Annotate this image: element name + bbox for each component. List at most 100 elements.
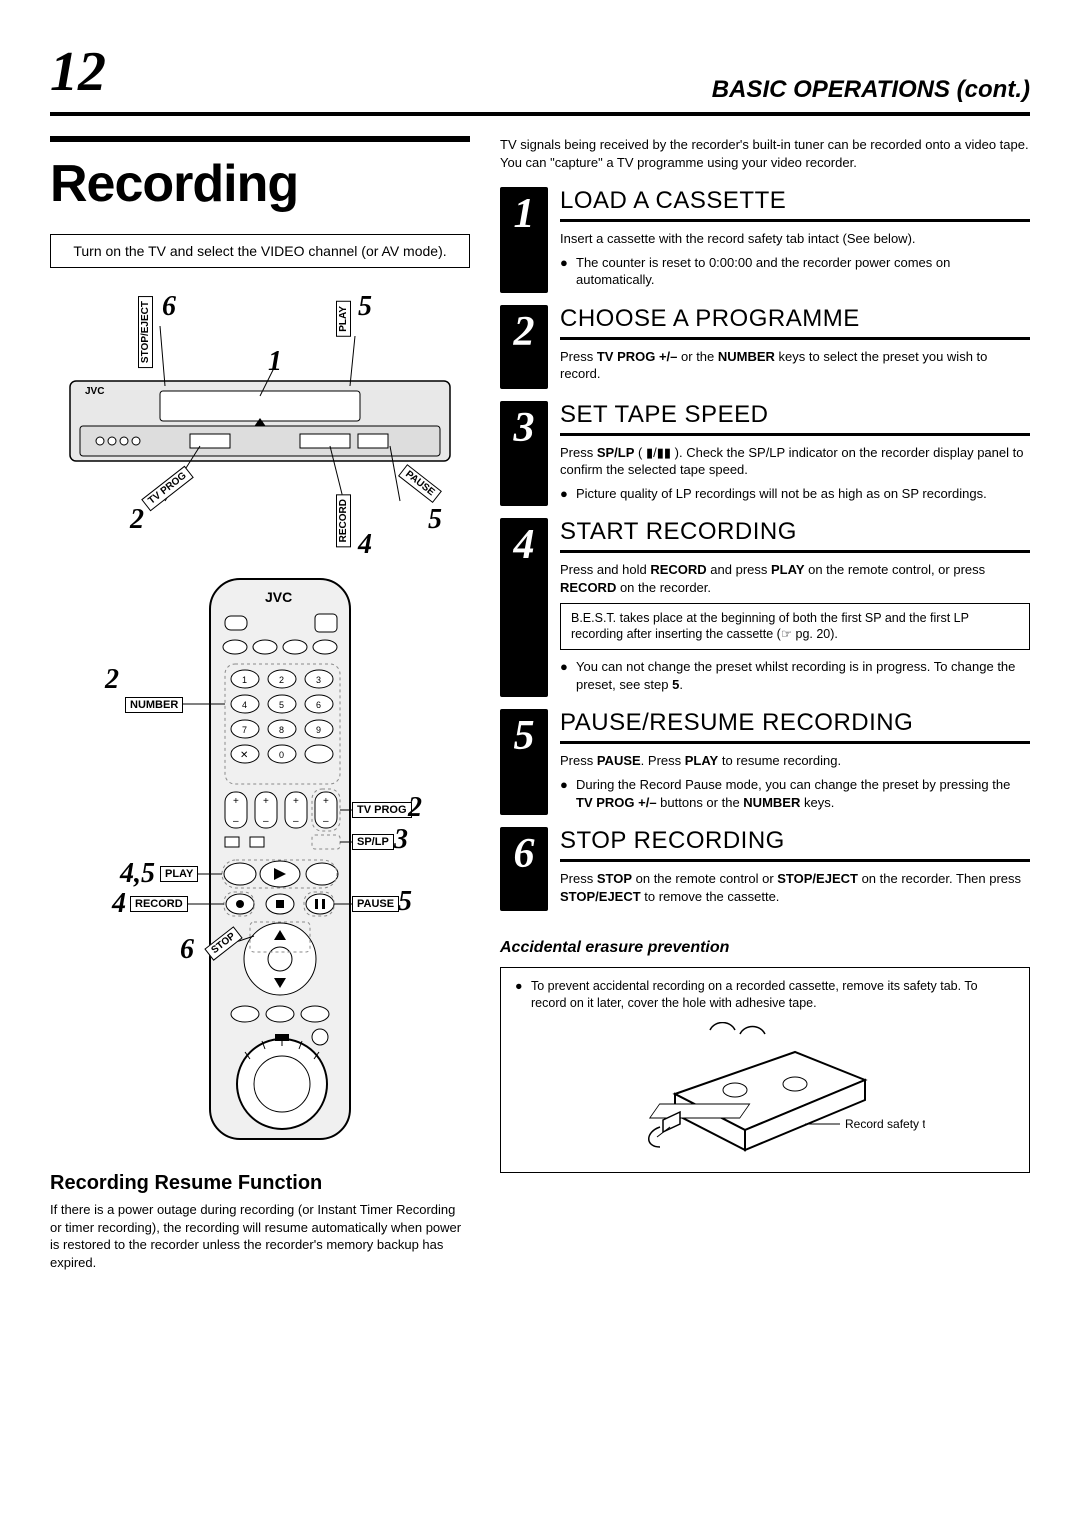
step-text: Press PAUSE. Press PLAY to resume record… [560, 752, 1030, 770]
page-header: 12 BASIC OPERATIONS (cont.) [50, 40, 1030, 104]
svg-text:3: 3 [316, 675, 321, 685]
bullet-icon: ● [560, 254, 576, 289]
step-title-rule [560, 859, 1030, 862]
step-body: LOAD A CASSETTEInsert a cassette with th… [560, 187, 1030, 293]
step-num-col: 3 [500, 401, 548, 507]
record-label: RECORD [336, 494, 351, 547]
svg-text:+: + [233, 796, 239, 807]
title-rule [50, 136, 470, 142]
svg-text:Record safety tab: Record safety tab [845, 1117, 925, 1131]
bullet-icon: ● [560, 485, 576, 503]
step-num-col: 4 [500, 518, 548, 697]
two-column-layout: Recording Turn on the TV and select the … [50, 136, 1030, 1271]
svg-text:6: 6 [316, 700, 321, 710]
remote-svg: JVC 1 2 3 4 5 6 [50, 574, 470, 1154]
svg-text:+: + [323, 796, 329, 807]
steps-container: 1 LOAD A CASSETTEInsert a cassette with t… [500, 187, 1030, 911]
callout-r4: 4 [112, 888, 126, 920]
step-title: START RECORDING [560, 518, 1030, 546]
step-text: Press SP/LP ( ▮/▮▮ ). Check the SP/LP in… [560, 444, 1030, 479]
stop-eject-label: STOP/EJECT [138, 296, 153, 368]
step-2: 2CHOOSE A PROGRAMMEPress TV PROG +/– or … [500, 305, 1030, 389]
bullet-text: You can not change the preset whilst rec… [576, 658, 1030, 693]
step-title-rule [560, 337, 1030, 340]
intro-para: TV signals being received by the recorde… [500, 136, 1030, 171]
step-note: B.E.S.T. takes place at the beginning of… [560, 603, 1030, 651]
record-label-r: RECORD [130, 896, 188, 912]
bullet-icon: ● [560, 776, 576, 811]
number-label: NUMBER [125, 697, 183, 713]
page-number: 12 [50, 40, 106, 104]
tv-instruction-box: Turn on the TV and select the VIDEO chan… [50, 234, 470, 268]
step-number: 2 [514, 311, 535, 353]
svg-text:✕: ✕ [240, 750, 248, 761]
step-title: STOP RECORDING [560, 827, 1030, 855]
callout-r45: 4,5 [120, 858, 155, 890]
step-bullet: ●Picture quality of LP recordings will n… [560, 485, 1030, 503]
step-title-rule [560, 550, 1030, 553]
callout-5a: 5 [358, 291, 372, 323]
step-title-rule [560, 433, 1030, 436]
svg-text:7: 7 [242, 725, 247, 735]
vcr-svg: JVC [50, 286, 470, 556]
pause-label-r: PAUSE [352, 896, 399, 912]
bullet-text: The counter is reset to 0:00:00 and the … [576, 254, 1030, 289]
step-bullet: ●During the Record Pause mode, you can c… [560, 776, 1030, 811]
step-number: 5 [514, 715, 535, 757]
step-number: 6 [514, 833, 535, 875]
play-label-r: PLAY [160, 866, 198, 882]
left-column: Recording Turn on the TV and select the … [50, 136, 470, 1271]
step-5: 5PAUSE/RESUME RECORDINGPress PAUSE. Pres… [500, 709, 1030, 815]
step-title-rule [560, 219, 1030, 222]
callout-2a: 2 [130, 504, 144, 536]
svg-text:+: + [263, 796, 269, 807]
callout-r5: 5 [398, 886, 412, 918]
svg-text:JVC: JVC [265, 589, 292, 605]
callout-6: 6 [162, 291, 176, 323]
step-body: STOP RECORDINGPress STOP on the remote c… [560, 827, 1030, 911]
remote-diagram: JVC 1 2 3 4 5 6 [50, 574, 470, 1154]
step-number: 3 [514, 407, 535, 449]
svg-text:0: 0 [279, 750, 284, 760]
callout-4a: 4 [358, 529, 372, 561]
callout-r6: 6 [180, 934, 194, 966]
step-num-col: 5 [500, 709, 548, 815]
bullet-icon: ● [560, 658, 576, 693]
play-label: PLAY [336, 301, 351, 337]
section-header: BASIC OPERATIONS (cont.) [712, 76, 1030, 104]
right-column: TV signals being received by the recorde… [500, 136, 1030, 1271]
prevention-title: Accidental erasure prevention [500, 939, 1030, 957]
tvprog-label: TV PROG [352, 802, 412, 818]
bullet-text: During the Record Pause mode, you can ch… [576, 776, 1030, 811]
step-body: START RECORDINGPress and hold RECORD and… [560, 518, 1030, 697]
svg-text:8: 8 [279, 725, 284, 735]
callout-1: 1 [268, 346, 282, 378]
step-text: Press TV PROG +/– or the NUMBER keys to … [560, 348, 1030, 383]
svg-text:–: – [293, 816, 299, 827]
svg-text:–: – [263, 816, 269, 827]
bullet-icon: ● [515, 978, 531, 1012]
step-1: 1 LOAD A CASSETTEInsert a cassette with t… [500, 187, 1030, 293]
header-rule [50, 112, 1030, 116]
step-number: 1 [514, 193, 535, 235]
cassette-icon: Record safety tab [605, 1022, 925, 1162]
step-title: SET TAPE SPEED [560, 401, 1030, 429]
prevention-text: To prevent accidental recording on a rec… [531, 978, 1015, 1012]
callout-r2b: 2 [408, 792, 422, 824]
svg-text:9: 9 [316, 725, 321, 735]
svg-text:4: 4 [242, 700, 247, 710]
step-bullet: ●The counter is reset to 0:00:00 and the… [560, 254, 1030, 289]
step-num-col: 1 [500, 187, 548, 293]
svg-text:1: 1 [242, 675, 247, 685]
step-6: 6 STOP RECORDINGPress STOP on the remote … [500, 827, 1030, 911]
prevention-box: ● To prevent accidental recording on a r… [500, 967, 1030, 1173]
svg-text:2: 2 [279, 675, 284, 685]
bullet-text: Picture quality of LP recordings will no… [576, 485, 987, 503]
step-body: SET TAPE SPEED Press SP/LP ( ▮/▮▮ ). Chec… [560, 401, 1030, 507]
callout-r2a: 2 [105, 664, 119, 696]
manual-page: 12 BASIC OPERATIONS (cont.) Recording Tu… [0, 0, 1080, 1311]
svg-text:5: 5 [279, 700, 284, 710]
svg-text:JVC: JVC [85, 386, 104, 397]
step-num-col: 6 [500, 827, 548, 911]
step-text: Insert a cassette with the record safety… [560, 230, 1030, 248]
